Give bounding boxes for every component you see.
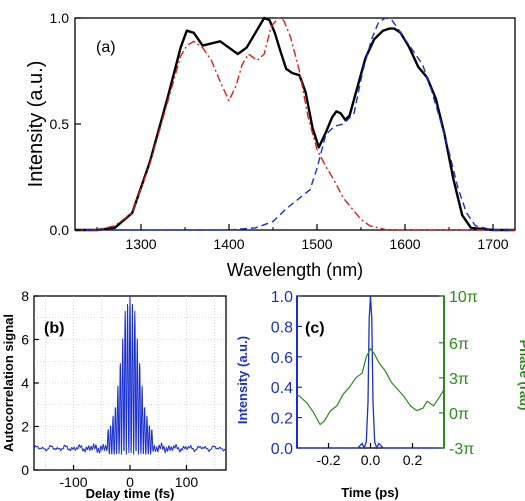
panel-b-label: (b) bbox=[44, 320, 64, 337]
panel-a-ytick-label: 0.5 bbox=[50, 116, 70, 132]
panel-c-ytick-label: 0.6 bbox=[271, 350, 293, 367]
panel-a-series bbox=[75, 16, 515, 232]
panel-a-xtick-label: 1400 bbox=[213, 236, 244, 252]
panel-c-ytick-label: 0.0 bbox=[271, 441, 293, 458]
panel-c-frame bbox=[296, 295, 445, 449]
panel-b-ylabel: Autocorrelation signal bbox=[1, 314, 16, 452]
panel-c-ticks: -0.2 0.0 0.2 0.0 0.2 0.4 0.6 0.8 1.0 10π 6π 3π 0π -3π bbox=[271, 289, 478, 468]
panel-c-y2tick-label: 0π bbox=[449, 406, 469, 423]
panel-c-ylabel: Intensity (a.u.) bbox=[235, 336, 250, 424]
panel-c-phase-curve bbox=[296, 348, 445, 426]
panel-b-xtick-label: -100 bbox=[60, 474, 88, 490]
panel-c-y2tick-label: 3π bbox=[449, 371, 469, 388]
panel-a-black-curve bbox=[75, 16, 515, 232]
panel-c-y2tick-label: 6π bbox=[449, 336, 469, 353]
panel-c-y2tick-label: -3π bbox=[449, 441, 474, 458]
panel-a-xtick-label: 1700 bbox=[477, 236, 508, 252]
panel-b-ticks: -100 0 100 0 2 4 6 8 bbox=[21, 288, 198, 490]
panel-c-xtick-label: 0.0 bbox=[361, 452, 381, 468]
panel-a-xtick-label: 1600 bbox=[389, 236, 420, 252]
panel-a: 1300 1400 1500 1600 1700 0.0 0.5 1.0 (a) Wavele… bbox=[25, 10, 516, 280]
panel-a-ticks: 1300 1400 1500 1600 1700 0.0 0.5 1.0 bbox=[50, 10, 509, 252]
panel-b-ytick-label: 8 bbox=[21, 288, 29, 304]
panel-a-frame bbox=[74, 17, 516, 231]
panel-a-ytick-label: 0.0 bbox=[50, 222, 70, 238]
panel-b-autocorrelation-trace bbox=[33, 295, 227, 455]
panel-b-ytick-label: 0 bbox=[21, 462, 29, 478]
panel-c-ytick-label: 0.8 bbox=[271, 319, 293, 336]
panel-a-xtick-label: 1300 bbox=[125, 236, 156, 252]
panel-b-xtick-label: 0 bbox=[126, 474, 134, 490]
panel-b-xtick-label: 100 bbox=[175, 474, 199, 490]
panel-c-ytick-label: 0.4 bbox=[271, 380, 293, 397]
panel-a-ytick-label: 1.0 bbox=[50, 10, 70, 26]
panel-a-blue-curve bbox=[75, 17, 515, 231]
panel-c-intensity-curve bbox=[297, 295, 444, 450]
panel-c-ytick-label: 1.0 bbox=[271, 289, 293, 306]
panel-a-ylabel: Intensity (a.u.) bbox=[25, 61, 47, 188]
panel-b-ytick-label: 4 bbox=[21, 375, 29, 391]
panel-c-series bbox=[296, 295, 445, 450]
panel-a-xtick-label: 1500 bbox=[301, 236, 332, 252]
panel-b: -100 0 100 0 2 4 6 8 (b) Delay time (fs) Autoco… bbox=[1, 288, 227, 501]
panel-b-xlabel: Delay time (fs) bbox=[86, 486, 175, 501]
panel-b-ytick-label: 2 bbox=[21, 419, 29, 435]
panel-c-ytick-label: 0.2 bbox=[271, 411, 293, 428]
panel-c-xlabel: Time (ps) bbox=[341, 485, 399, 500]
panel-c-xtick-label: 0.2 bbox=[403, 452, 423, 468]
panel-a-xlabel: Wavelength (nm) bbox=[227, 260, 363, 280]
panel-b-series bbox=[33, 295, 227, 455]
panel-c-label: (c) bbox=[305, 320, 325, 337]
panel-a-red-curve bbox=[75, 17, 515, 231]
panel-c: -0.2 0.0 0.2 0.0 0.2 0.4 0.6 0.8 1.0 10π 6π 3π 0π -3π… bbox=[235, 289, 525, 500]
panel-a-label: (a) bbox=[96, 39, 116, 56]
panel-c-y2tick-label: 10π bbox=[449, 289, 478, 306]
panel-b-ytick-label: 6 bbox=[21, 332, 29, 348]
panel-c-xtick-label: -0.2 bbox=[316, 452, 340, 468]
panel-c-y2label: Phase (rad) bbox=[517, 340, 525, 411]
